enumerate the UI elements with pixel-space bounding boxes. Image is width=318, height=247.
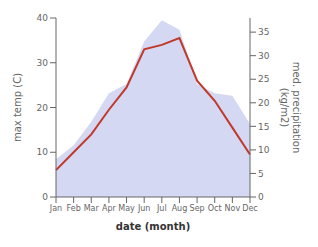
svg-text:med. precipitation(kg/m2): med. precipitation(kg/m2) (279, 62, 302, 154)
svg-text:Feb: Feb (67, 204, 81, 213)
svg-text:date (month): date (month) (116, 221, 190, 232)
svg-text:max temp (C): max temp (C) (12, 73, 23, 142)
svg-text:0: 0 (42, 192, 48, 202)
svg-text:Mar: Mar (84, 204, 100, 213)
svg-text:10: 10 (258, 145, 270, 155)
svg-text:20: 20 (258, 98, 270, 108)
svg-text:Apr: Apr (102, 204, 117, 213)
svg-text:May: May (118, 204, 135, 213)
svg-text:Aug: Aug (172, 204, 188, 213)
svg-text:Sep: Sep (190, 204, 205, 213)
svg-text:Nov: Nov (225, 204, 241, 213)
svg-text:30: 30 (37, 58, 49, 68)
svg-text:5: 5 (258, 169, 264, 179)
svg-text:20: 20 (37, 103, 49, 113)
svg-text:Dec: Dec (242, 204, 257, 213)
svg-text:Jan: Jan (49, 204, 62, 213)
svg-text:Jul: Jul (156, 204, 167, 213)
svg-text:Jun: Jun (137, 204, 151, 213)
svg-text:10: 10 (37, 147, 49, 157)
svg-text:40: 40 (37, 13, 49, 23)
svg-text:0: 0 (258, 192, 264, 202)
svg-text:15: 15 (258, 122, 269, 132)
svg-text:25: 25 (258, 74, 269, 84)
svg-text:35: 35 (258, 27, 269, 37)
svg-text:Oct: Oct (208, 204, 222, 213)
svg-text:30: 30 (258, 51, 270, 61)
